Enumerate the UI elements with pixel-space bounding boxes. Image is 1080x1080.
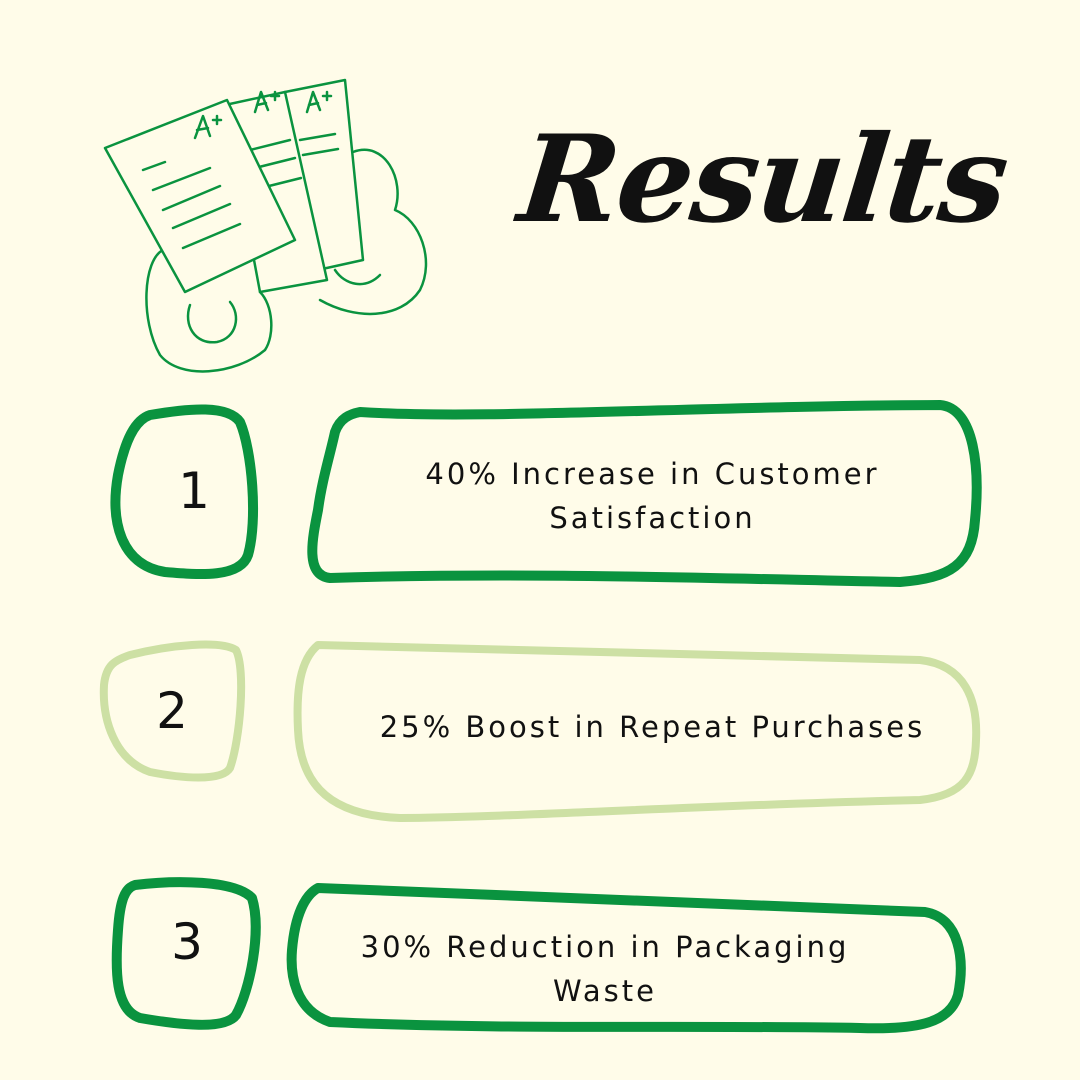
result-number-3: 3 bbox=[171, 913, 203, 971]
result-text-3: 30% Reduction in Packaging Waste bbox=[360, 930, 850, 1008]
result-text-1: 40% Increase in Customer Satisfaction bbox=[425, 457, 880, 535]
page-title: Results bbox=[512, 109, 1013, 250]
left-hand bbox=[145, 248, 273, 373]
result-number-2: 2 bbox=[156, 682, 188, 740]
graded-papers-icon bbox=[103, 78, 428, 373]
paper-front bbox=[103, 98, 297, 294]
right-hand bbox=[318, 148, 428, 316]
result-text-2: 25% Boost in Repeat Purchases bbox=[379, 710, 926, 744]
result-number-1: 1 bbox=[178, 462, 210, 520]
